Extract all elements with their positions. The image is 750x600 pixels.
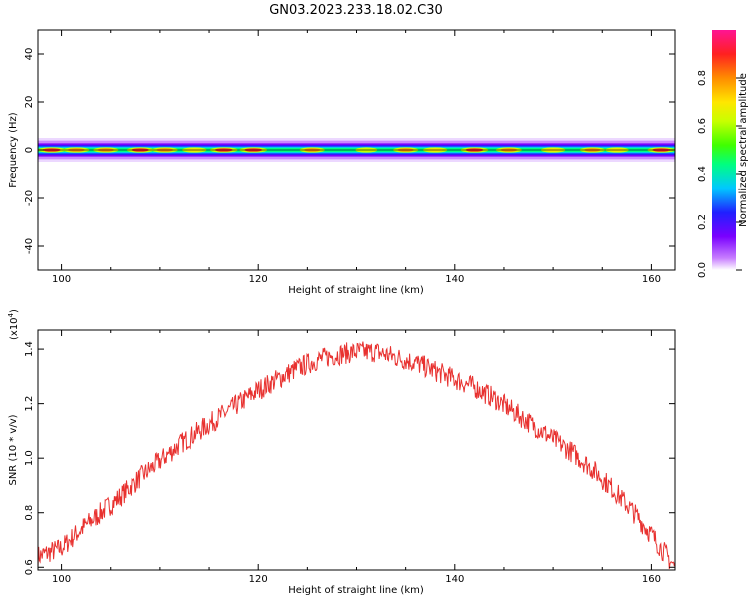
y-tick-label: 0: [24, 147, 35, 153]
x-tick-label: 100: [52, 274, 71, 285]
x-tick-label: 140: [445, 274, 464, 285]
y-tick-label: 1.0: [24, 450, 35, 466]
x-tick-label: 100: [52, 574, 71, 585]
colorbar: 0.0 0.2 0.4 0.6 0.8 Normalized spectral ampl…: [697, 30, 749, 278]
snr-multiplier: (x104): [7, 309, 20, 340]
colorbar-ticks: 0.0 0.2 0.4 0.6 0.8: [697, 70, 742, 278]
x-tick-label: 120: [249, 274, 268, 285]
x-tick-label: 160: [642, 274, 661, 285]
colorbar-tick-label: 0.6: [697, 118, 708, 134]
x-tick-label: 140: [445, 574, 464, 585]
colorbar-gradient: [712, 30, 736, 270]
snr-multiplier-exp: 4: [7, 312, 15, 317]
x-tick-label: 120: [249, 574, 268, 585]
snr-multiplier-base: (x10: [9, 317, 20, 340]
snr-frame: [37, 329, 676, 571]
spectrogram-ylabel: Frequency (Hz): [8, 112, 19, 188]
x-tick-label: 160: [642, 574, 661, 585]
y-tick-label: 1.4: [24, 341, 35, 357]
colorbar-tick-label: 0.2: [697, 214, 708, 230]
y-tick-label: 20: [24, 96, 35, 109]
spectrogram-panel: 100 120 140 160 -40 -20 0 20 40 Height of straig…: [8, 29, 676, 296]
y-tick-label: 1.2: [24, 396, 35, 412]
snr-panel: 100 120 140 160 0.6 0.8 1.0 1.2 1.4 Height of st…: [7, 309, 676, 596]
spectrogram-ticks: 100 120 140 160 -40 -20 0 20 40: [24, 30, 675, 285]
spectrogram-xlabel: Height of straight line (km): [288, 285, 424, 296]
snr-ticks: 100 120 140 160 0.6 0.8 1.0 1.2 1.4: [24, 330, 675, 585]
snr-ylabel: SNR (10 * v/v): [8, 414, 19, 485]
figure-title: GN03.2023.233.18.02.C30: [269, 3, 443, 18]
colorbar-tick-label: 0.0: [697, 262, 708, 278]
spectral-band: [38, 138, 675, 162]
y-tick-label: 0.6: [24, 559, 35, 575]
snr-xlabel: Height of straight line (km): [288, 585, 424, 596]
y-tick-label: -20: [24, 190, 35, 206]
colorbar-label: Normalized spectral amplitude: [738, 73, 749, 227]
y-tick-label: 0.8: [24, 505, 35, 521]
y-tick-label: 40: [24, 48, 35, 61]
colorbar-tick-label: 0.8: [697, 70, 708, 86]
y-tick-label: -40: [24, 238, 35, 254]
snr-series-line: [38, 341, 675, 569]
colorbar-tick-label: 0.4: [697, 166, 708, 182]
